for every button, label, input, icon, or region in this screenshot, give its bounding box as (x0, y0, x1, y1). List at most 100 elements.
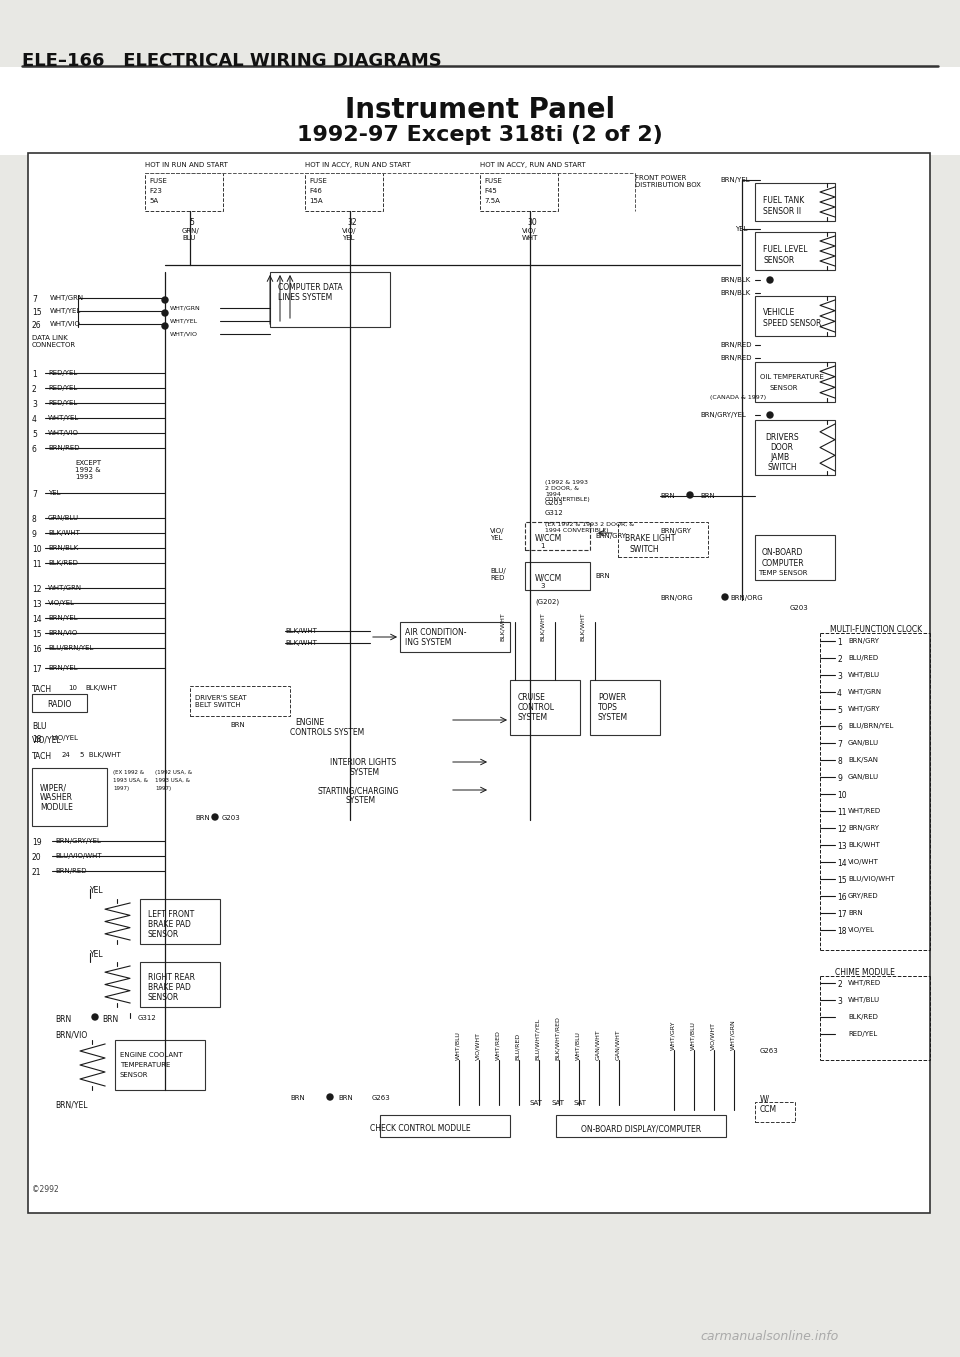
Text: WHT/GRN: WHT/GRN (48, 585, 83, 592)
Text: BRN: BRN (660, 493, 675, 499)
Text: SYSTEM: SYSTEM (598, 712, 628, 722)
Text: 18: 18 (837, 927, 847, 936)
Text: SYSTEM: SYSTEM (345, 797, 375, 805)
Text: BRN/ORG: BRN/ORG (730, 594, 762, 601)
Text: 5: 5 (32, 430, 36, 440)
Bar (755, 535, 835, 579)
Text: 4: 4 (32, 415, 36, 423)
Bar (525, 522, 590, 550)
Text: AIR CONDITION-
ING SYSTEM: AIR CONDITION- ING SYSTEM (405, 628, 467, 647)
Text: VIO/WHT: VIO/WHT (475, 1033, 480, 1060)
Bar (755, 362, 835, 402)
Circle shape (162, 309, 168, 316)
Text: RADIO: RADIO (47, 700, 71, 708)
Bar (590, 680, 660, 735)
Text: WHT/VIO: WHT/VIO (48, 430, 79, 436)
Circle shape (687, 493, 693, 498)
Text: 8: 8 (32, 516, 36, 524)
Text: WHT/GRN: WHT/GRN (170, 305, 201, 309)
Text: 5: 5 (189, 218, 195, 227)
Text: G203: G203 (222, 816, 241, 821)
Text: WHT/GRN: WHT/GRN (730, 1019, 735, 1050)
Text: SAT: SAT (552, 1101, 565, 1106)
Text: WHT/YEL: WHT/YEL (48, 415, 80, 421)
Text: BLU: BLU (32, 722, 46, 731)
Text: WHT/BLU: WHT/BLU (848, 997, 880, 1003)
Text: VIO/WHT: VIO/WHT (848, 859, 878, 864)
Text: BLK/WHT: BLK/WHT (580, 612, 585, 641)
Text: GRY/RED: GRY/RED (848, 893, 878, 898)
Text: BLK/WHT/RED: BLK/WHT/RED (555, 1016, 560, 1060)
Text: TEMPERATURE: TEMPERATURE (120, 1063, 170, 1068)
Text: GAN/WHT: GAN/WHT (595, 1029, 600, 1060)
Text: SYSTEM: SYSTEM (518, 712, 548, 722)
Text: BLU/WHT/YEL: BLU/WHT/YEL (535, 1018, 540, 1060)
Text: BLU/RED: BLU/RED (515, 1033, 520, 1060)
Text: ENGINE COOLANT: ENGINE COOLANT (120, 1052, 182, 1058)
Text: FUSE: FUSE (309, 178, 326, 185)
Text: COMPUTER DATA
LINES SYSTEM: COMPUTER DATA LINES SYSTEM (278, 284, 343, 303)
Bar (755, 421, 835, 475)
Text: 18: 18 (32, 735, 41, 744)
Text: WHT/YEL: WHT/YEL (170, 318, 198, 323)
Text: G312: G312 (545, 510, 564, 516)
Circle shape (327, 1094, 333, 1101)
Text: GAN/BLU: GAN/BLU (848, 773, 879, 780)
Bar (32, 693, 87, 712)
Text: (CANADA & 1997): (CANADA & 1997) (710, 395, 766, 400)
Text: 3: 3 (837, 672, 842, 681)
Text: BRN/RED: BRN/RED (720, 356, 752, 361)
Circle shape (722, 594, 728, 600)
Text: BLK/WHT: BLK/WHT (540, 612, 545, 641)
Text: carmanualsonline.info: carmanualsonline.info (700, 1330, 838, 1343)
Text: BLK/WHT: BLK/WHT (48, 531, 80, 536)
Text: BLU/BRN/YEL: BLU/BRN/YEL (848, 723, 894, 729)
Text: BRN: BRN (195, 816, 209, 821)
Text: W/CCM: W/CCM (535, 533, 563, 541)
Text: FUEL LEVEL: FUEL LEVEL (763, 246, 807, 254)
Text: GAN/BLU: GAN/BLU (848, 740, 879, 746)
Text: W/
CCM: W/ CCM (760, 1095, 778, 1114)
Text: VIO/WHT: VIO/WHT (710, 1022, 715, 1050)
Text: SPEED SENSOR: SPEED SENSOR (763, 319, 822, 328)
Text: RED/YEL: RED/YEL (48, 385, 77, 391)
Bar (480, 172, 558, 210)
Text: FUEL TANK: FUEL TANK (763, 195, 804, 205)
Text: INTERIOR LIGHTS: INTERIOR LIGHTS (330, 759, 396, 767)
Bar (755, 296, 835, 337)
Text: VIO/YEL: VIO/YEL (52, 735, 79, 741)
Text: 7: 7 (837, 740, 842, 749)
Text: 12: 12 (32, 585, 41, 594)
Text: 9: 9 (837, 773, 842, 783)
Text: WHT/RED: WHT/RED (495, 1030, 500, 1060)
Text: WHT/GRY: WHT/GRY (848, 706, 880, 712)
Text: G203: G203 (545, 499, 564, 506)
Text: DOOR: DOOR (770, 442, 793, 452)
Text: YEL: YEL (48, 490, 60, 497)
Text: BRN/RED: BRN/RED (720, 342, 752, 347)
Bar (618, 522, 708, 556)
Text: BRN/GRY: BRN/GRY (595, 533, 626, 539)
Text: 10: 10 (32, 546, 41, 554)
Text: 19: 19 (32, 839, 41, 847)
Text: SYSTEM: SYSTEM (350, 768, 380, 778)
Text: G263: G263 (372, 1095, 391, 1101)
Bar (32, 768, 107, 826)
Text: (1992 USA, &: (1992 USA, & (155, 769, 192, 775)
Text: 5A: 5A (149, 198, 158, 204)
Text: 15: 15 (837, 877, 847, 885)
Text: 21: 21 (32, 868, 41, 877)
Text: GAN/WHT: GAN/WHT (615, 1029, 620, 1060)
Text: (G202): (G202) (535, 598, 559, 604)
Bar (145, 172, 223, 210)
Text: BRN/VIO: BRN/VIO (48, 630, 77, 636)
Text: YEL: YEL (90, 886, 104, 896)
Bar (190, 687, 290, 716)
Text: BRN/VIO: BRN/VIO (55, 1030, 87, 1039)
Text: CONTROL: CONTROL (518, 703, 555, 712)
Text: VIO/
YEL: VIO/ YEL (342, 228, 356, 242)
Text: 7: 7 (32, 294, 36, 304)
Text: WHT/RED: WHT/RED (848, 980, 881, 987)
Text: (EX 1992 & 1993 2 DOOR, &
1994 CONVERTIBLE): (EX 1992 & 1993 2 DOOR, & 1994 CONVERTIB… (545, 522, 635, 533)
Text: 17: 17 (32, 665, 41, 674)
